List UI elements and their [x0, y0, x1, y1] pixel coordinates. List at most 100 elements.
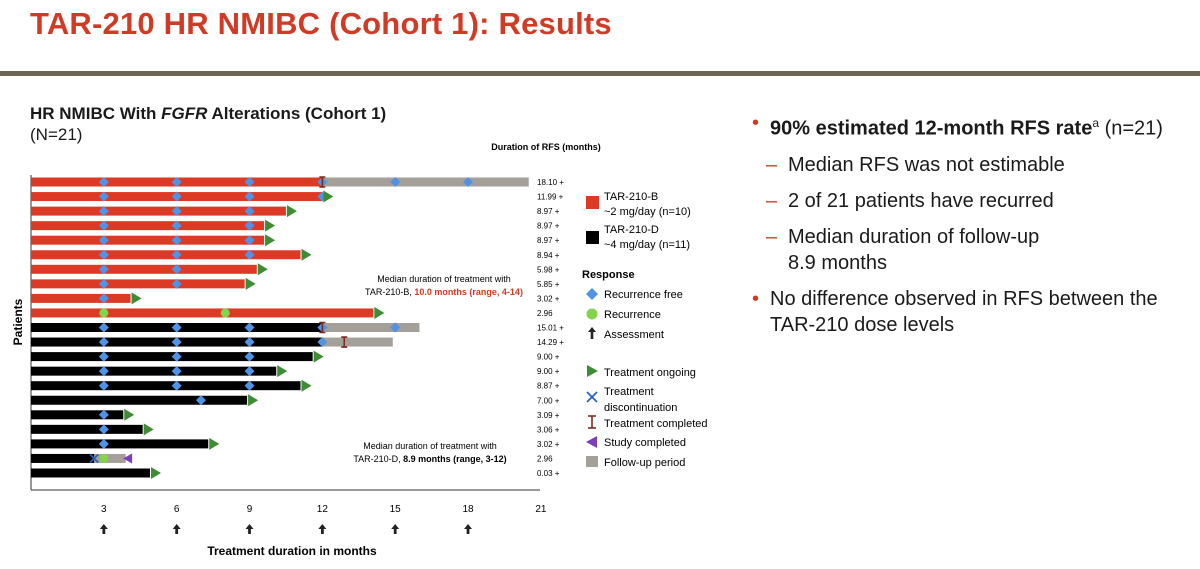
recurrence-free-marker [98, 322, 109, 333]
recurrence-free-marker [98, 235, 109, 246]
recurrence-free-marker [98, 249, 109, 260]
legend-tar210d-line1: TAR-210-D [604, 224, 659, 236]
patient-row: 5.85 + [31, 277, 560, 290]
recurrence-free-marker [98, 351, 109, 362]
treatment-bar [31, 308, 374, 318]
patient-row: 8.94 + [31, 248, 560, 261]
rfs-duration-label: 9.00 + [537, 367, 560, 376]
recurrence-marker [99, 453, 109, 463]
patient-row: 8.87 + [31, 379, 560, 392]
annotation-d-line2: TAR-210-D, 8.9 months (range, 3-12) [353, 454, 506, 464]
recurrence-free-marker [98, 409, 109, 420]
x-tick-label: 21 [535, 504, 547, 515]
ongoing-triangle-marker [313, 350, 324, 363]
annotation-b-line1: Median duration of treatment with [377, 274, 511, 284]
treatment-bar [31, 221, 265, 231]
recurrence-free-marker [171, 235, 182, 246]
patient-row: 15.01 + [31, 321, 564, 334]
patient-row: 2.96 [31, 453, 553, 464]
recurrence-free-marker [244, 337, 255, 348]
sub-bullet-dash: – [766, 153, 778, 176]
recurrence-free-marker [244, 177, 255, 187]
legend-tar210b-line1: TAR-210-B [604, 191, 658, 203]
legend-ongoing-triangle-icon [587, 365, 598, 377]
rfs-duration-label: 2.96 [537, 454, 553, 463]
patient-row: 3.09 + [31, 408, 560, 421]
legend-followup-swatch [586, 456, 598, 467]
treatment-bar [31, 366, 277, 376]
annotation-b-prefix: TAR-210-B, [365, 287, 414, 297]
footnote-marker: a [1092, 116, 1100, 130]
recurrence-free-marker [171, 351, 182, 362]
ongoing-triangle-marker [323, 190, 334, 203]
recurrence-free-marker [171, 191, 182, 202]
sub-bullet-followup-line1: Median duration of follow-up [788, 225, 1040, 248]
legend-ongoing: Treatment ongoing [604, 367, 696, 379]
rfs-duration-label: 5.98 + [537, 265, 560, 274]
recurrence-free-marker [244, 249, 255, 260]
bullet-rfs-rate-bold: 90% estimated 12-month RFS rate [770, 117, 1093, 140]
annotation-d-prefix: TAR-210-D, [353, 454, 403, 464]
assessment-arrow-icon [318, 524, 327, 534]
recurrence-free-marker [171, 177, 182, 187]
assessment-arrow-icon [245, 524, 254, 534]
slide-title: TAR-210 HR NMIBC (Cohort 1): Results [30, 6, 612, 41]
treatment-bar [31, 439, 209, 449]
sub-bullet-recurred-text: 2 of 21 patients have recurred [788, 189, 1054, 212]
patient-row: 18.10 + [31, 176, 564, 188]
patient-row: 14.29 + [31, 336, 564, 348]
patient-row: 8.97 + [31, 219, 560, 232]
patient-row: 7.00 + [31, 394, 560, 407]
rfs-duration-label: 14.29 + [537, 338, 564, 347]
recurrence-free-marker [244, 206, 255, 217]
recurrence-free-marker [98, 424, 109, 435]
recurrence-free-marker [98, 220, 109, 231]
recurrence-free-marker [244, 191, 255, 202]
annotation-d-highlight: 8.9 months (range, 3-12) [403, 454, 507, 464]
ongoing-triangle-marker [301, 379, 312, 392]
treatment-bar [31, 250, 301, 260]
sub-bullet-dash: – [766, 225, 778, 248]
recurrence-free-marker [390, 322, 401, 333]
followup-bar [94, 453, 126, 463]
chart-legend: TAR-210-B ~2 mg/day (n=10) TAR-210-D ~4 … [582, 191, 708, 469]
legend-recurrence-free-icon [586, 288, 598, 300]
x-tick-label: 6 [174, 504, 180, 515]
patient-row: 8.97 + [31, 205, 560, 218]
treatment-bar [31, 468, 150, 478]
treatment-bar [31, 410, 124, 420]
recurrence-free-marker [171, 337, 182, 348]
recurrence-free-marker [98, 293, 109, 304]
ongoing-triangle-marker [277, 365, 288, 378]
legend-discontinuation-line2: discontinuation [604, 402, 677, 414]
ongoing-triangle-marker [248, 394, 259, 407]
sub-bullet-median-rfs: – Median RFS was not estimable [752, 152, 1197, 178]
legend-recurrence-free: Recurrence free [604, 289, 683, 301]
patient-row: 2.96 [31, 306, 553, 319]
x-tick-label: 15 [390, 504, 402, 515]
rfs-duration-label: 5.85 + [537, 280, 560, 289]
legend-swatch-tar210d [586, 231, 599, 244]
n-label: (N=21) [30, 125, 83, 144]
patient-rows: 18.10 + 11.99 + 8.97 + 8.97 + 8.97 + 8.94 + 5.… [31, 176, 564, 479]
ongoing-triangle-marker [150, 467, 161, 479]
bullet-dot: • [752, 287, 760, 310]
ongoing-triangle-marker [286, 205, 297, 218]
bullet-dot: • [752, 112, 760, 134]
legend-followup: Follow-up period [604, 457, 685, 469]
recurrence-free-marker [98, 438, 109, 449]
x-axis-label: Treatment duration in months [207, 544, 377, 558]
sub-bullet-dash: – [766, 189, 778, 212]
recurrence-free-marker [98, 337, 109, 348]
rfs-duration-label: 8.97 + [537, 222, 560, 231]
recurrence-free-marker [171, 220, 182, 231]
followup-bar [322, 323, 420, 332]
recurrence-free-marker [171, 366, 182, 377]
rfs-duration-label: 0.03 + [537, 469, 560, 478]
rfs-duration-label: 11.99 + [537, 193, 564, 202]
recurrence-free-marker [244, 220, 255, 231]
legend-response-title: Response [582, 269, 635, 281]
recurrence-free-marker [171, 322, 182, 333]
x-tick-label: 18 [462, 504, 474, 515]
recurrence-free-marker [171, 249, 182, 260]
